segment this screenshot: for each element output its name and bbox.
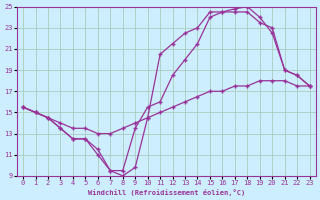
X-axis label: Windchill (Refroidissement éolien,°C): Windchill (Refroidissement éolien,°C) — [88, 189, 245, 196]
